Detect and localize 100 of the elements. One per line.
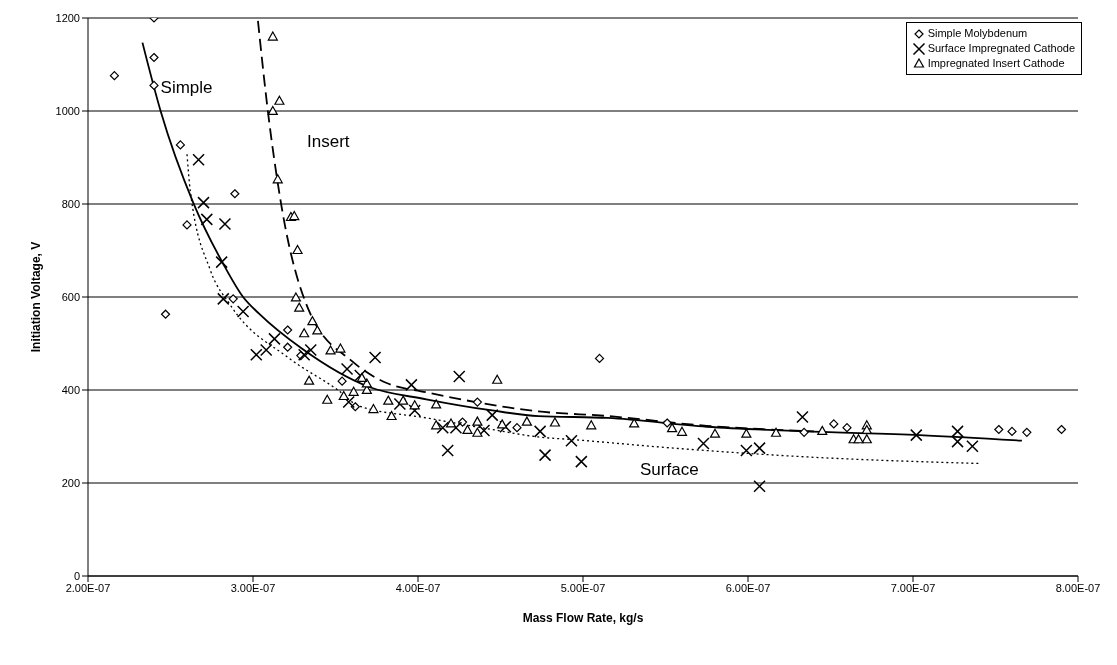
point	[312, 325, 323, 335]
point	[499, 420, 512, 433]
x-tick-label: 8.00E-07	[1055, 581, 1101, 594]
y-tick-label: 600	[61, 290, 80, 303]
point	[294, 302, 305, 312]
point	[267, 31, 278, 41]
y-tick-label: 400	[61, 383, 80, 396]
point	[753, 480, 766, 493]
point	[842, 423, 852, 433]
point	[457, 417, 468, 427]
point	[259, 343, 273, 357]
point	[197, 196, 210, 209]
point	[575, 455, 588, 468]
point	[299, 328, 310, 338]
y-axis-title: Initiation Voltage, V	[29, 241, 44, 353]
point	[512, 423, 522, 433]
point	[304, 375, 315, 385]
point	[338, 390, 349, 401]
point	[283, 325, 293, 335]
y-tick-label: 1200	[55, 11, 80, 24]
x-axis-title: Mass Flow Rate, kg/s	[522, 611, 644, 625]
point	[462, 424, 473, 435]
point	[267, 105, 278, 116]
legend-label: Impregnated Insert Cathode	[927, 56, 1065, 71]
point	[817, 425, 828, 435]
legend-label: Simple Molybdenum	[927, 26, 1028, 41]
point	[676, 426, 688, 436]
point	[342, 395, 355, 409]
point	[408, 404, 421, 417]
point	[533, 425, 547, 438]
point	[431, 399, 442, 409]
point	[292, 244, 303, 255]
annotation: Simple	[160, 78, 213, 98]
y-tick-label: 0	[73, 569, 80, 582]
y-tick-label: 800	[61, 197, 80, 210]
point	[994, 424, 1004, 435]
point	[441, 444, 454, 457]
point	[538, 448, 552, 462]
point	[431, 420, 442, 430]
point	[629, 418, 640, 428]
point	[1022, 427, 1032, 437]
point	[290, 292, 301, 302]
point	[218, 217, 232, 231]
point	[348, 386, 359, 396]
point	[228, 294, 238, 304]
point	[149, 52, 159, 63]
point	[272, 174, 283, 184]
point	[230, 189, 240, 199]
point	[910, 428, 923, 442]
x-tick-label: 6.00E-07	[725, 581, 771, 594]
point	[274, 95, 285, 105]
point	[472, 397, 482, 407]
point	[215, 255, 228, 269]
x-tick-label: 4.00E-07	[395, 581, 441, 594]
point	[697, 437, 710, 450]
point	[304, 343, 317, 357]
point	[472, 416, 483, 426]
point	[322, 394, 333, 404]
x-tick-label: 2.00E-07	[65, 581, 111, 594]
point	[236, 305, 250, 318]
point	[160, 309, 171, 319]
point	[217, 292, 230, 306]
point	[325, 345, 336, 355]
y-tick-label: 1000	[55, 104, 80, 117]
annotation: Insert	[307, 132, 350, 152]
point	[472, 427, 483, 437]
point	[829, 419, 839, 429]
point	[149, 80, 159, 91]
legend-label: Surface Impregnated Cathode	[927, 41, 1075, 56]
point	[565, 434, 578, 447]
point	[297, 348, 311, 361]
point	[250, 348, 263, 361]
point	[549, 417, 561, 427]
point	[861, 434, 872, 444]
point	[521, 416, 532, 426]
point	[709, 428, 721, 438]
point	[283, 342, 293, 352]
point	[368, 351, 382, 364]
point	[1007, 426, 1017, 436]
point	[393, 397, 407, 411]
point	[109, 71, 119, 81]
point	[477, 424, 491, 437]
point	[200, 213, 214, 226]
point	[951, 435, 964, 448]
point	[853, 434, 864, 444]
point	[335, 343, 346, 353]
point	[667, 423, 678, 433]
point	[492, 374, 503, 384]
point	[409, 400, 420, 410]
point	[799, 427, 809, 437]
x-tick-label: 5.00E-07	[560, 581, 606, 594]
annotation: Surface	[640, 460, 699, 480]
point	[453, 370, 466, 383]
point	[741, 428, 752, 438]
point	[340, 362, 354, 376]
point	[175, 140, 185, 150]
point	[951, 425, 964, 438]
point	[662, 418, 672, 428]
point	[337, 376, 347, 386]
point	[405, 378, 418, 392]
